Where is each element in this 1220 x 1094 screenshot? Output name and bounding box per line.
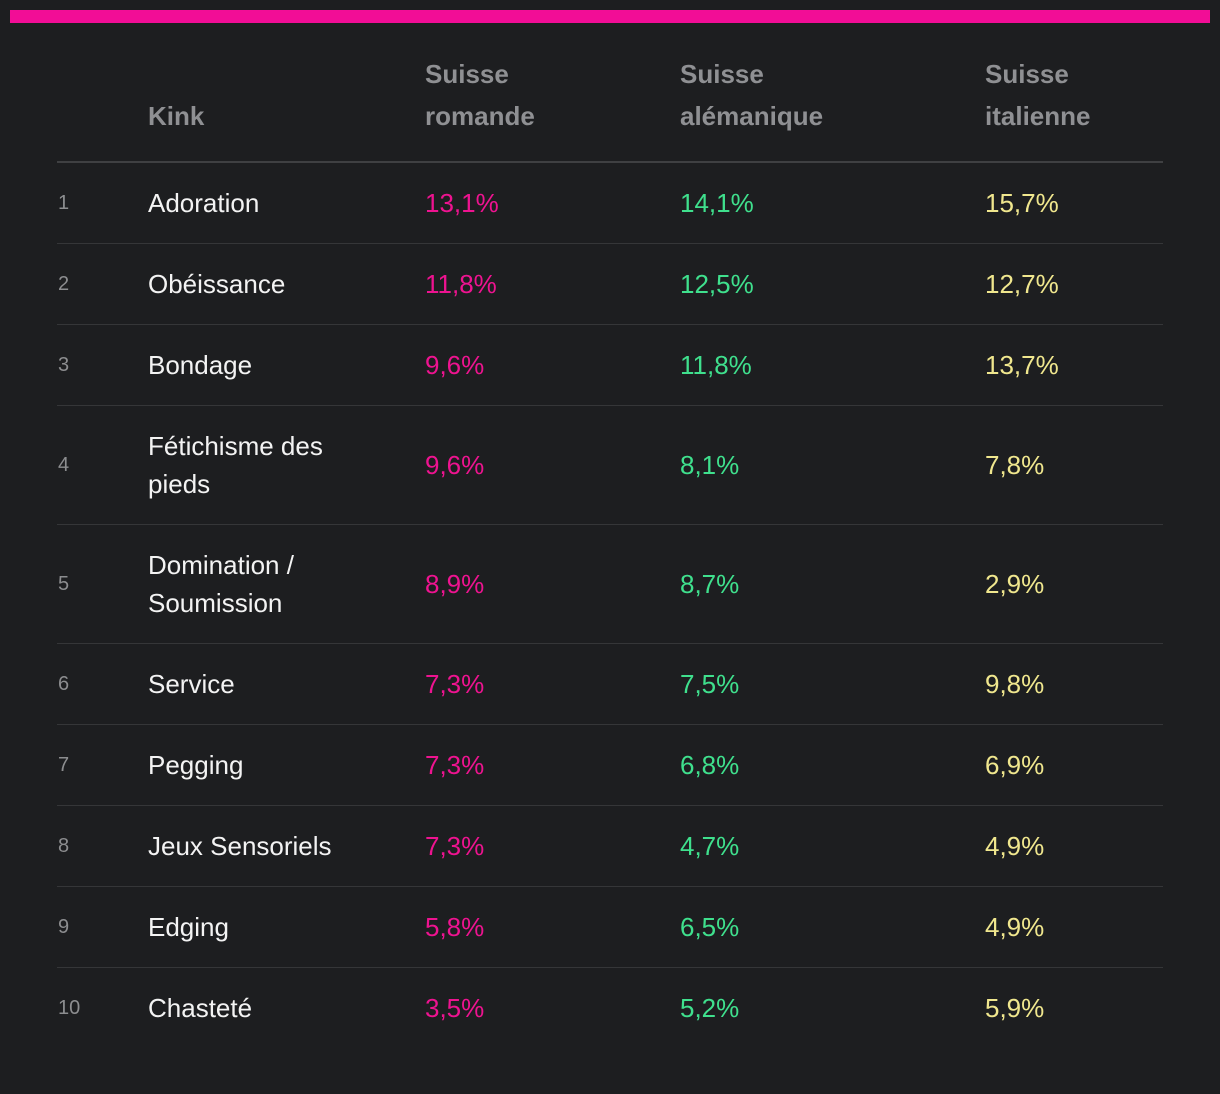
row-value-suisse-alemanique: 14,1% [680,188,754,218]
row-kink-label: Service [148,669,235,699]
row-kink-label: Obéissance [148,269,286,299]
row-rank: 6 [58,673,70,695]
table-row: 10 Chasteté 3,5% 5,2% 5,9% [57,967,1163,1048]
row-value-suisse-alemanique: 8,1% [680,450,740,480]
row-value-suisse-italienne: 15,7% [985,188,1059,218]
row-kink-label: Edging [148,912,229,942]
column-header-suisse-alemanique: Suisse alémanique [680,53,985,137]
row-rank: 2 [58,273,70,295]
column-header-kink: Kink [148,95,425,137]
table-body: 1 Adoration 13,1% 14,1% 15,7% 2 Obéissan… [57,163,1163,1048]
row-kink-label: Domination / Soumission [148,550,294,618]
row-value-suisse-italienne: 4,9% [985,831,1045,861]
row-kink-label: Bondage [148,350,253,380]
row-value-suisse-italienne: 13,7% [985,350,1059,380]
row-value-suisse-italienne: 7,8% [985,450,1045,480]
row-kink-label: Pegging [148,750,244,780]
accent-bar [10,10,1210,23]
row-kink-label: Fétichisme des pieds [148,431,323,499]
column-header-suisse-italienne-label: Suisse italienne [985,59,1091,131]
row-kink-label: Chasteté [148,993,253,1023]
row-value-suisse-romande: 11,8% [425,269,497,299]
row-value-suisse-alemanique: 6,8% [680,750,740,780]
row-value-suisse-alemanique: 5,2% [680,993,740,1023]
row-value-suisse-alemanique: 6,5% [680,912,740,942]
row-rank: 7 [58,754,70,776]
row-rank: 5 [58,573,70,595]
row-rank: 3 [58,354,70,376]
column-header-suisse-italienne: Suisse italienne [985,53,1163,137]
row-rank: 9 [58,916,70,938]
table-row: 3 Bondage 9,6% 11,8% 13,7% [57,324,1163,405]
table-row: 8 Jeux Sensoriels 7,3% 4,7% 4,9% [57,805,1163,886]
kink-ranking-table: Kink Suisse romande Suisse alémanique Su… [57,23,1163,1048]
table-row: 5 Domination / Soumission 8,9% 8,7% 2,9% [57,524,1163,643]
column-header-suisse-alemanique-label: Suisse alémanique [680,59,824,131]
column-header-suisse-romande: Suisse romande [425,53,680,137]
table-row: 9 Edging 5,8% 6,5% 4,9% [57,886,1163,967]
row-value-suisse-romande: 9,6% [425,350,485,380]
row-value-suisse-romande: 5,8% [425,912,485,942]
row-value-suisse-italienne: 12,7% [985,269,1059,299]
table-row: 4 Fétichisme des pieds 9,6% 8,1% 7,8% [57,405,1163,524]
table-row: 6 Service 7,3% 7,5% 9,8% [57,643,1163,724]
row-rank: 10 [58,997,81,1019]
table-header-row: Kink Suisse romande Suisse alémanique Su… [57,23,1163,163]
row-value-suisse-romande: 8,9% [425,569,485,599]
row-value-suisse-italienne: 9,8% [985,669,1045,699]
row-rank: 8 [58,835,70,857]
row-rank: 4 [58,454,70,476]
row-value-suisse-italienne: 4,9% [985,912,1045,942]
row-rank: 1 [58,192,70,214]
row-value-suisse-romande: 7,3% [425,831,485,861]
row-value-suisse-romande: 9,6% [425,450,485,480]
table-row: 7 Pegging 7,3% 6,8% 6,9% [57,724,1163,805]
column-header-suisse-romande-label: Suisse romande [425,59,535,131]
row-value-suisse-alemanique: 4,7% [680,831,740,861]
row-value-suisse-italienne: 6,9% [985,750,1045,780]
row-value-suisse-alemanique: 12,5% [680,269,754,299]
row-value-suisse-alemanique: 11,8% [680,350,752,380]
row-kink-label: Jeux Sensoriels [148,831,332,861]
row-value-suisse-romande: 3,5% [425,993,485,1023]
table-row: 1 Adoration 13,1% 14,1% 15,7% [57,163,1163,243]
table-row: 2 Obéissance 11,8% 12,5% 12,7% [57,243,1163,324]
row-value-suisse-alemanique: 8,7% [680,569,740,599]
row-value-suisse-italienne: 2,9% [985,569,1045,599]
row-value-suisse-romande: 7,3% [425,750,485,780]
row-value-suisse-italienne: 5,9% [985,993,1045,1023]
column-header-kink-label: Kink [148,101,205,131]
row-value-suisse-romande: 7,3% [425,669,485,699]
row-value-suisse-alemanique: 7,5% [680,669,740,699]
row-kink-label: Adoration [148,188,260,218]
row-value-suisse-romande: 13,1% [425,188,499,218]
